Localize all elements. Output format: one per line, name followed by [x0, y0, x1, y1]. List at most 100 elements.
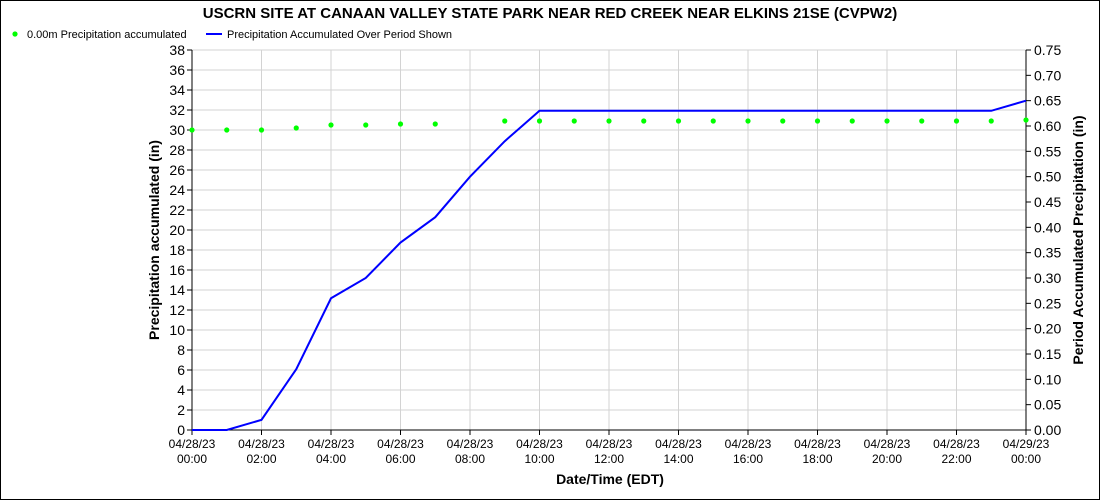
grid — [192, 49, 1026, 430]
x-tick-label-time: 04:00 — [316, 452, 346, 466]
left-tick-label: 12 — [169, 302, 185, 318]
right-tick-label: 0.20 — [1034, 321, 1061, 337]
accumulated-data-point — [293, 125, 299, 131]
accumulated-data-point — [258, 127, 265, 133]
x-tick-label-date: 04/29/23 — [1003, 437, 1050, 451]
right-tick-label: 0.75 — [1034, 42, 1061, 58]
x-axis-ticks: 04/28/2300:0004/28/2302:0004/28/2304:000… — [169, 430, 1050, 466]
accumulated-data-point — [849, 118, 855, 124]
right-tick-label: 0.40 — [1034, 219, 1061, 235]
accumulated-data-point — [363, 122, 369, 128]
right-tick-label: 0.50 — [1034, 169, 1061, 185]
left-tick-label: 26 — [169, 162, 185, 178]
accumulated-data-point — [502, 118, 508, 124]
left-tick-label: 8 — [177, 342, 185, 358]
accumulated-data-point — [641, 118, 647, 124]
x-tick-label-time: 14:00 — [663, 452, 693, 466]
legend: 0.00m Precipitation accumulated Precipit… — [12, 29, 452, 41]
left-tick-label: 30 — [169, 122, 185, 138]
accumulated-series — [189, 117, 1029, 133]
right-tick-label: 0.05 — [1034, 397, 1061, 413]
x-tick-label-date: 04/28/23 — [308, 437, 355, 451]
accumulated-data-point — [988, 118, 994, 124]
x-tick-label-date: 04/28/23 — [864, 437, 911, 451]
x-tick-label-time: 18:00 — [802, 452, 832, 466]
accumulated-data-point — [328, 122, 334, 128]
legend-label-period: Precipitation Accumulated Over Period Sh… — [227, 29, 452, 41]
x-tick-label-time: 00:00 — [1011, 452, 1041, 466]
accumulated-data-point — [953, 118, 960, 124]
left-tick-label: 22 — [169, 202, 185, 218]
accumulated-data-point — [571, 118, 577, 124]
accumulated-data-point — [397, 121, 404, 127]
period-accumulation-series — [192, 99, 1027, 431]
right-tick-label: 0.25 — [1034, 295, 1061, 311]
chart-title: USCRN SITE AT CANAAN VALLEY STATE PARK N… — [203, 5, 898, 22]
right-tick-label: 0.30 — [1034, 270, 1061, 286]
x-tick-label-date: 04/28/23 — [586, 437, 633, 451]
x-axis-label: Date/Time (EDT) — [556, 471, 664, 487]
x-tick-label-time: 20:00 — [872, 452, 902, 466]
left-tick-label: 32 — [169, 102, 185, 118]
right-tick-label: 0.60 — [1034, 118, 1061, 134]
left-tick-label: 0 — [177, 422, 185, 438]
left-tick-label: 14 — [169, 282, 185, 298]
right-tick-label: 0.15 — [1034, 346, 1061, 362]
accumulated-data-point — [189, 127, 195, 133]
left-tick-label: 16 — [169, 262, 185, 278]
accumulated-data-point — [814, 118, 821, 124]
x-tick-label-date: 04/28/23 — [933, 437, 980, 451]
accumulated-data-point — [536, 118, 543, 124]
x-tick-label-time: 16:00 — [733, 452, 763, 466]
x-tick-label-time: 22:00 — [941, 452, 971, 466]
left-tick-label: 10 — [169, 322, 185, 338]
accumulated-data-point — [675, 118, 682, 124]
accumulated-data-point — [780, 118, 786, 124]
accumulated-data-point — [745, 118, 751, 124]
right-tick-label: 0.45 — [1034, 194, 1061, 210]
legend-marker-dot — [12, 31, 18, 37]
x-tick-label-time: 10:00 — [524, 452, 554, 466]
right-axis-ticks: 0.00 0.05 0.10 0.15 0.20 0.25 0.30 0.35 0.40 0.45… — [1026, 42, 1061, 438]
x-tick-label-time: 12:00 — [594, 452, 624, 466]
right-tick-label: 0.70 — [1034, 67, 1061, 83]
left-tick-label: 38 — [169, 42, 185, 58]
left-tick-label: 20 — [169, 222, 185, 238]
right-tick-label: 0.55 — [1034, 143, 1061, 159]
x-tick-label-date: 04/28/23 — [377, 437, 424, 451]
left-tick-label: 36 — [169, 62, 185, 78]
x-tick-label-date: 04/28/23 — [447, 437, 494, 451]
x-tick-label-date: 04/28/23 — [516, 437, 563, 451]
y-axis-label-right: Period Accumulated Precipitation (in) — [1070, 115, 1086, 364]
y-axis-label-left: Precipitation accumulated (in) — [146, 140, 162, 340]
x-tick-label-date: 04/28/23 — [169, 437, 216, 451]
x-tick-label-date: 04/28/23 — [238, 437, 285, 451]
right-tick-label: 0.35 — [1034, 245, 1061, 261]
accumulated-data-point — [710, 118, 716, 124]
left-tick-label: 18 — [169, 242, 185, 258]
left-tick-label: 2 — [177, 402, 185, 418]
x-tick-label-date: 04/28/23 — [794, 437, 841, 451]
period-accumulation-line — [192, 99, 1027, 431]
accumulated-data-point — [606, 118, 612, 124]
right-tick-label: 0.65 — [1034, 93, 1061, 109]
accumulated-data-point — [224, 127, 230, 133]
x-tick-label-time: 00:00 — [177, 452, 207, 466]
x-tick-label-date: 04/28/23 — [655, 437, 702, 451]
accumulated-data-point — [919, 118, 925, 124]
x-tick-label-date: 04/28/23 — [725, 437, 772, 451]
left-tick-label: 28 — [169, 142, 185, 158]
left-tick-label: 4 — [177, 382, 185, 398]
left-tick-label: 24 — [169, 182, 185, 198]
right-tick-label: 0.10 — [1034, 371, 1061, 387]
left-tick-label: 6 — [177, 362, 185, 378]
right-tick-label: 0.00 — [1034, 422, 1061, 438]
accumulated-data-point — [884, 118, 890, 124]
accumulated-data-point — [432, 121, 438, 127]
left-tick-label: 34 — [169, 82, 185, 98]
accumulated-data-point — [1023, 117, 1029, 123]
x-tick-label-time: 06:00 — [385, 452, 415, 466]
x-tick-label-time: 02:00 — [246, 452, 276, 466]
